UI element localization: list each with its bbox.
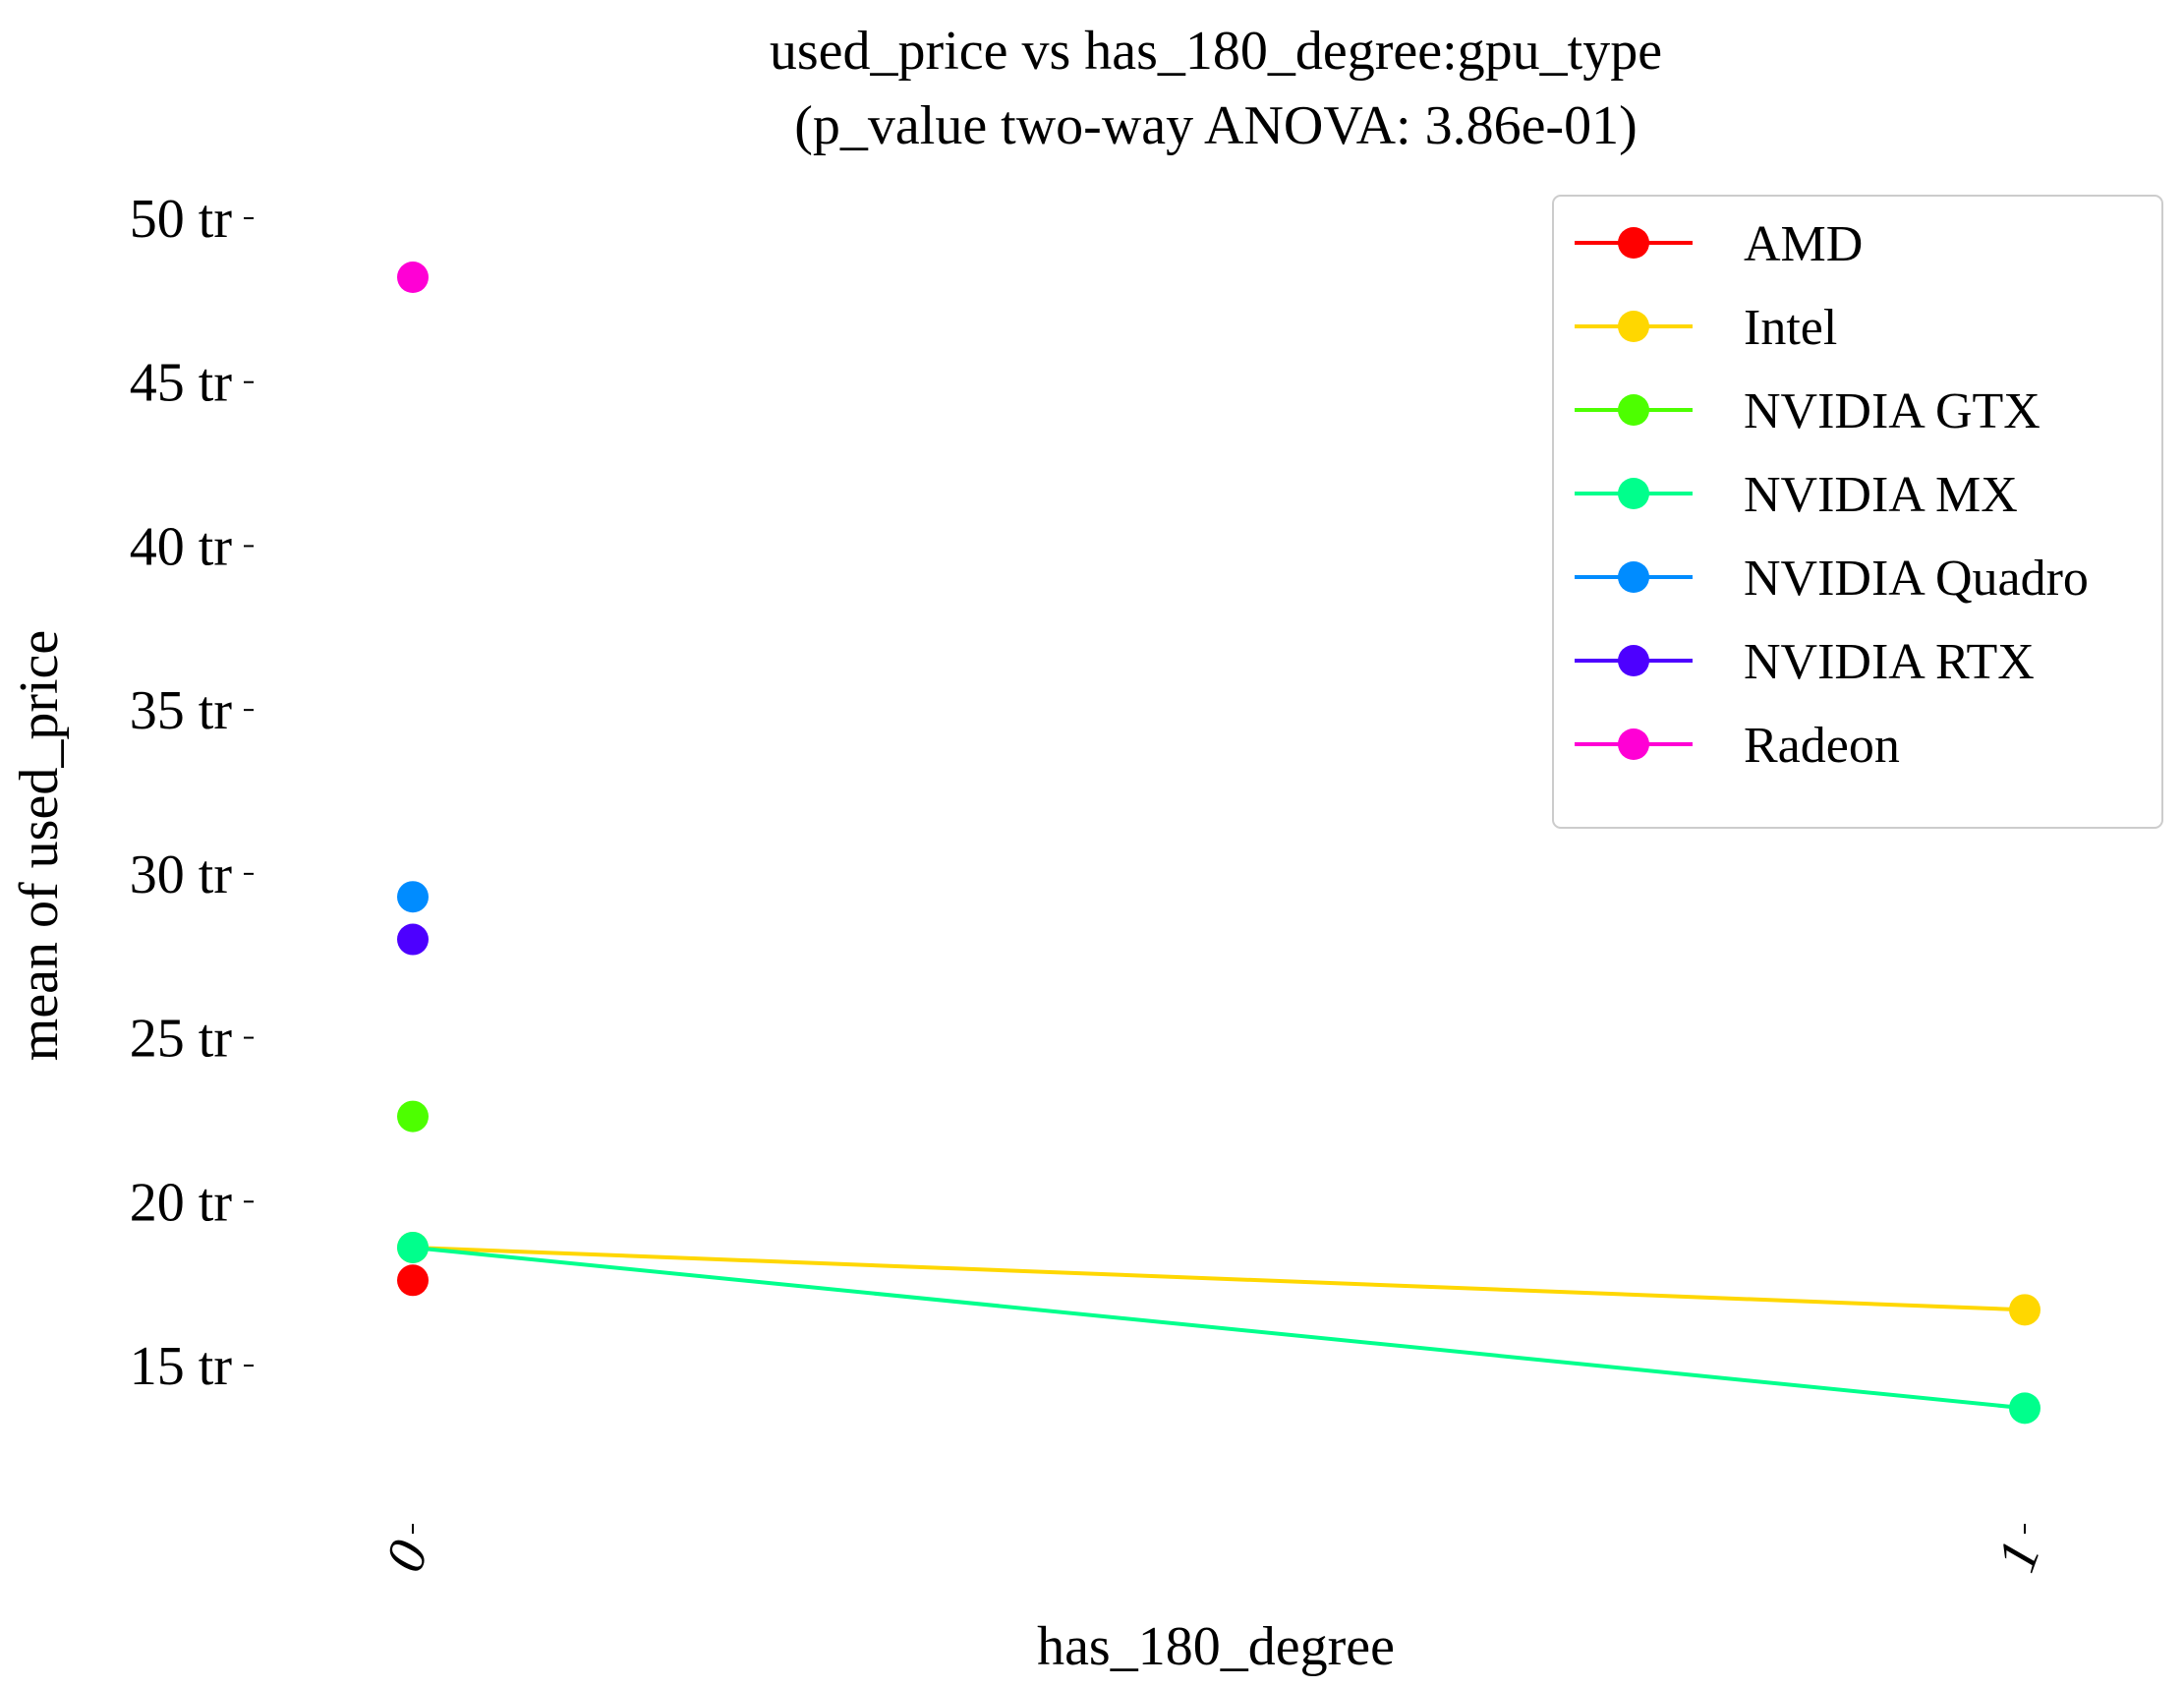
x-tick-label: 1	[1985, 1533, 2052, 1580]
legend-marker	[1618, 561, 1649, 593]
legend-label: NVIDIA MX	[1744, 467, 2018, 523]
data-point	[397, 923, 429, 956]
y-tick-label: 15 tr	[130, 1336, 233, 1397]
legend-label: NVIDIA GTX	[1744, 383, 2040, 439]
series-nvidia-quadro	[397, 881, 429, 913]
y-tick-label: 20 tr	[130, 1172, 233, 1233]
legend-item: NVIDIA GTX	[1575, 383, 2040, 439]
legend-label: NVIDIA Quadro	[1744, 551, 2089, 607]
y-tick-label: 25 tr	[130, 1009, 233, 1070]
series-nvidia-gtx	[397, 1100, 429, 1133]
y-tick-label: 50 tr	[130, 189, 233, 250]
data-point	[2009, 1294, 2040, 1326]
series-intel	[397, 1231, 2040, 1326]
data-point	[397, 1100, 429, 1133]
legend-marker	[1618, 394, 1649, 426]
legend-marker	[1618, 728, 1649, 760]
legend-item: Intel	[1575, 300, 1837, 356]
legend-item: NVIDIA Quadro	[1575, 551, 2089, 607]
legend-marker	[1618, 645, 1649, 676]
y-tick-label: 45 tr	[130, 353, 233, 414]
series-line	[412, 1245, 2026, 1312]
y-tick-label: 35 tr	[130, 680, 233, 741]
x-tick-label: 0	[374, 1533, 440, 1580]
legend-item: AMD	[1575, 216, 1863, 272]
y-axis-label: mean of used_price	[9, 630, 70, 1061]
data-point	[397, 1264, 429, 1297]
legend-item: NVIDIA MX	[1575, 467, 2018, 523]
y-axis: 15 tr 20 tr 25 tr 30 tr 35 tr 40 tr 45 tr 50 tr	[130, 189, 254, 1397]
legend-frame	[1552, 195, 2163, 829]
y-tick-label: 40 tr	[130, 516, 233, 577]
legend-marker	[1618, 311, 1649, 342]
data-point	[397, 1231, 429, 1263]
legend-marker	[1618, 227, 1649, 259]
legend-label: Intel	[1744, 300, 1837, 356]
legend-label: Radeon	[1744, 718, 1900, 774]
data-point	[397, 262, 429, 294]
series-line	[412, 1245, 2026, 1411]
data-point	[397, 881, 429, 913]
data-point	[2009, 1392, 2040, 1425]
legend: AMD Intel NVIDIA GTX NVIDIA MX NVIDIA Quadro…	[1552, 195, 2163, 829]
chart-subtitle: (p_value two-way ANOVA: 3.86e-01)	[794, 95, 1637, 156]
chart-title: used_price vs has_180_degree:gpu_type	[770, 21, 1662, 82]
plot-area	[397, 262, 2040, 1425]
series-nvidia-rtx	[397, 923, 429, 956]
legend-label: NVIDIA RTX	[1744, 634, 2035, 690]
legend-item: NVIDIA RTX	[1575, 634, 2035, 690]
series-amd	[397, 1264, 429, 1297]
series-nvidia-mx	[397, 1231, 2040, 1425]
y-tick-label: 30 tr	[130, 844, 233, 905]
legend-marker	[1618, 478, 1649, 509]
x-axis-label: has_180_degree	[1037, 1616, 1395, 1677]
legend-label: AMD	[1744, 216, 1863, 272]
series-radeon	[397, 262, 429, 294]
legend-item: Radeon	[1575, 718, 1900, 774]
